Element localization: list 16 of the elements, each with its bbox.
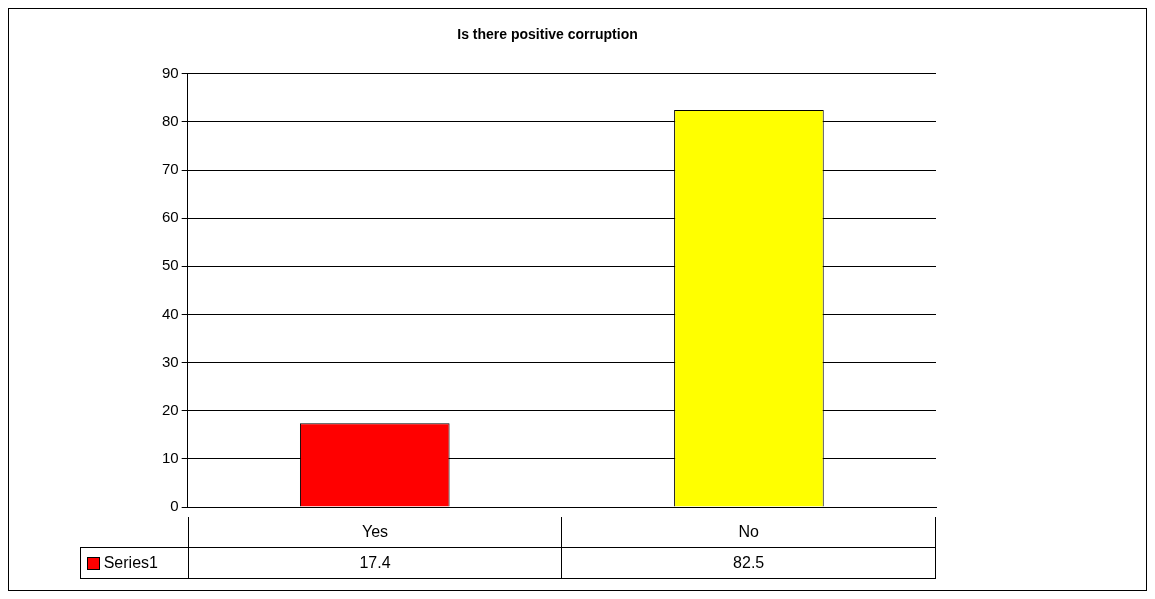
y-tick-label: 10 [162,449,179,467]
y-tick-label: 50 [162,256,179,274]
y-tick-label: 90 [162,63,179,81]
y-tick-label: 80 [162,112,179,130]
y-tick-label: 40 [162,304,179,322]
x-tick-label: Yes [187,517,562,547]
data-label: 82.5 [561,548,935,578]
legend-label: Series1 [79,547,188,579]
y-tick-label: 20 [162,400,179,418]
y-tick-label: 0 [170,497,179,515]
y-tick-label: 70 [162,160,179,178]
y-tick-label: 60 [162,208,179,226]
y-tick-label: 30 [162,352,179,370]
x-tick-label: No [561,517,935,547]
chart-title: Is there positive corruption [457,26,638,43]
data-label: 17.4 [187,548,562,578]
